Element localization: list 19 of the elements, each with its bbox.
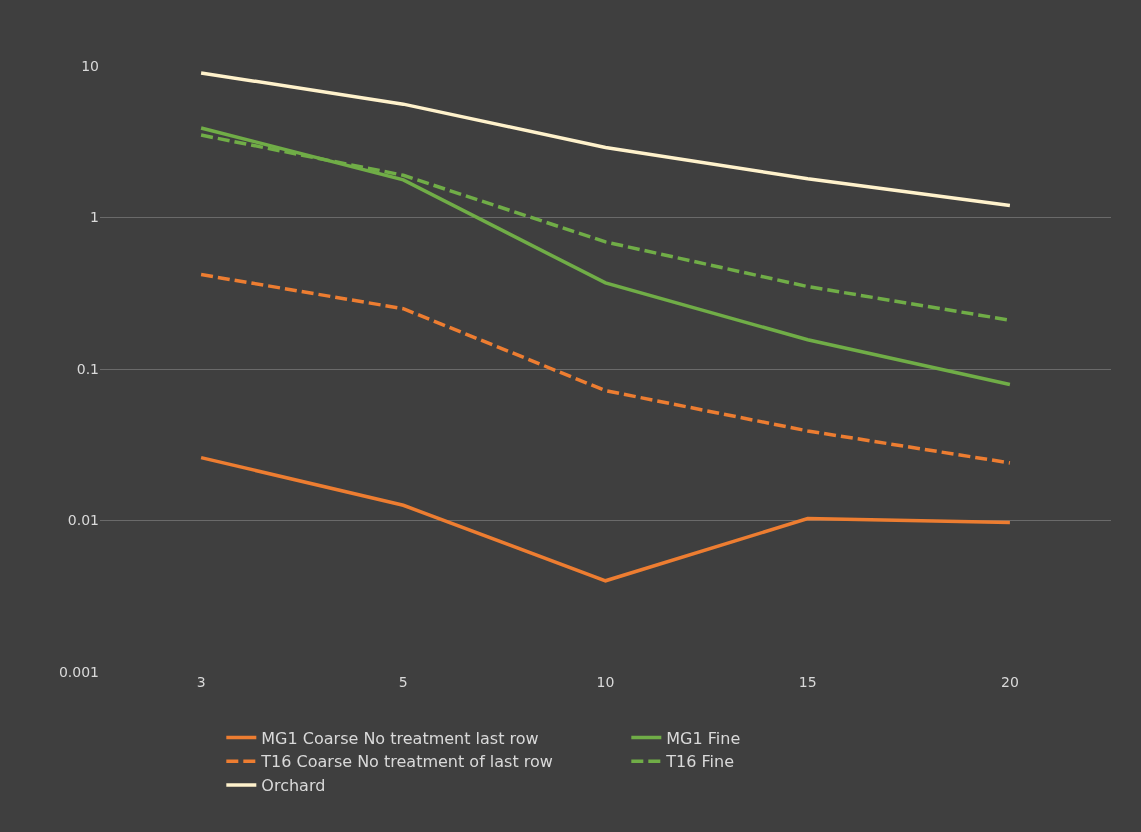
x-tick-label: 20 — [1000, 674, 1019, 690]
x-tick-label: 3 — [196, 674, 206, 690]
line-series — [199, 272, 1012, 465]
y-tick-label: 0.01 — [67, 512, 99, 529]
line-series — [199, 455, 1012, 583]
line-series — [199, 71, 1012, 208]
y-tick-label: 10 — [81, 57, 99, 74]
legend-label: T16 Fine — [665, 752, 735, 772]
y-tick-label: 1 — [90, 209, 99, 226]
y-tick-label: 0.001 — [58, 663, 99, 680]
x-tick-label: 15 — [798, 674, 817, 690]
x-tick-label: 5 — [398, 674, 408, 690]
legend-label: T16 Coarse No treatment of last row — [260, 752, 553, 772]
legend-label: Orchard — [261, 776, 326, 796]
y-tick-label: 0.1 — [76, 360, 99, 377]
x-tick-label: 10 — [596, 674, 615, 690]
line-series — [199, 126, 1012, 387]
legend-label: MG1 Fine — [666, 728, 741, 748]
legend-label: MG1 Coarse No treatment last row — [261, 728, 539, 748]
